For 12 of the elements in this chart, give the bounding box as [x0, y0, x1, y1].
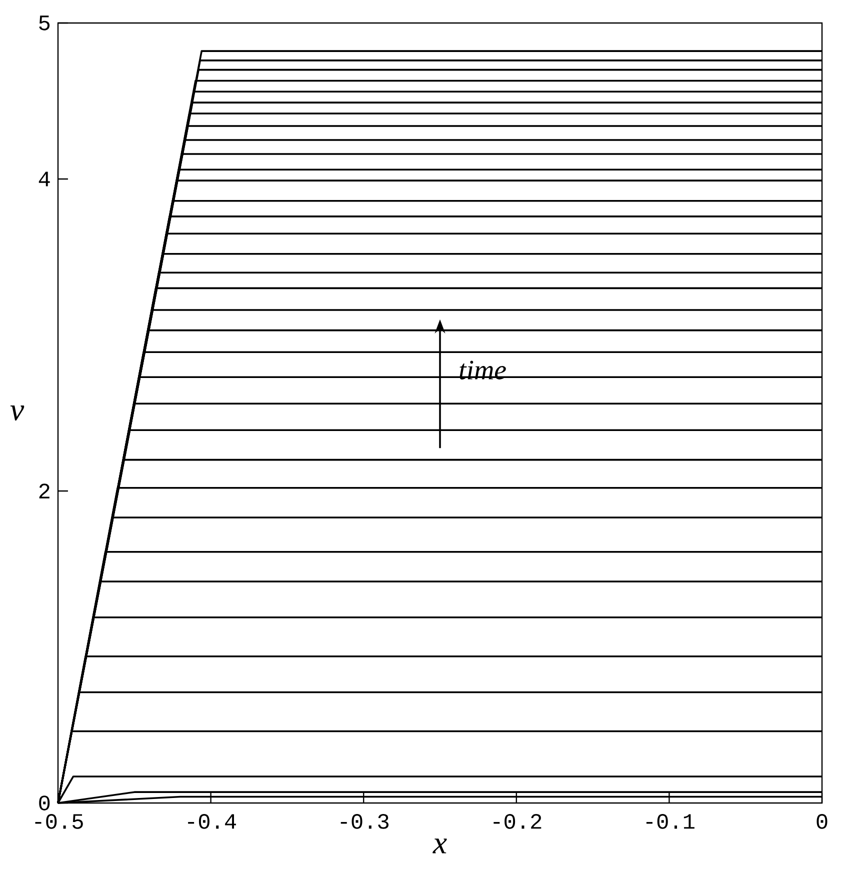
y-tick-label: 5 — [39, 16, 50, 30]
x-tick-label: -0.1 — [646, 814, 694, 829]
y-tick-label: 4 — [38, 172, 50, 186]
y-axis-title: v — [10, 406, 24, 420]
x-tick-label: -0.5 — [35, 814, 83, 829]
x-axis-title: x — [432, 838, 447, 854]
x-tick-label: -0.3 — [340, 814, 388, 829]
y-tick-label: 0 — [39, 796, 50, 810]
x-tick-label: -0.4 — [188, 814, 236, 829]
x-tick-label: -0.2 — [494, 814, 542, 829]
x-tick-label: 0 — [816, 814, 828, 829]
y-tick-label: 2 — [39, 484, 50, 498]
